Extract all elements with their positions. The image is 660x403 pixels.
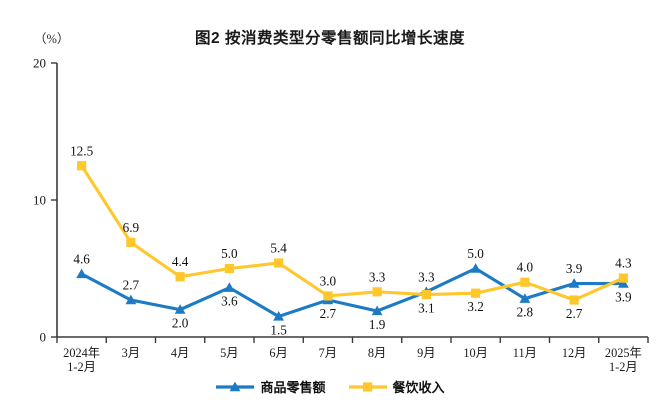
- data-point-label: 3.1: [418, 301, 434, 316]
- data-point-marker: [371, 305, 383, 316]
- data-point-marker: [569, 295, 579, 305]
- data-point-label: 2.7: [566, 306, 583, 321]
- data-point-marker: [126, 237, 136, 248]
- y-axis-unit-label: （%）: [34, 32, 70, 46]
- data-point-label: 12.5: [70, 143, 93, 158]
- data-point-label: 4.3: [615, 256, 632, 271]
- legend-item-1[interactable]: 商品零售额: [215, 377, 326, 396]
- data-point-marker: [520, 277, 530, 287]
- x-category-label: 7月: [319, 346, 337, 360]
- y-tick-label: 10: [33, 193, 46, 208]
- data-point-marker: [421, 289, 431, 300]
- data-point-marker: [568, 278, 580, 288]
- x-category-label: 2024年 1-2月: [63, 346, 100, 374]
- x-category-label: 10月: [463, 346, 488, 360]
- data-point-marker: [175, 272, 185, 282]
- data-point-label: 2.0: [172, 316, 189, 331]
- data-point-marker: [274, 258, 284, 268]
- data-point-marker: [372, 287, 382, 297]
- chart-title: 图2 按消费类型分零售额同比增长速度: [195, 30, 465, 47]
- data-point-label: 2.8: [517, 305, 534, 320]
- data-point-marker: [470, 263, 482, 273]
- square-marker-icon: [348, 381, 387, 392]
- data-point-label: 3.9: [566, 261, 583, 276]
- data-point-marker: [519, 293, 531, 303]
- x-category-label: 2025年 1-2月: [605, 346, 642, 374]
- data-point-label: 1.5: [270, 322, 287, 337]
- data-point-label: 3.3: [369, 269, 386, 284]
- legend-item-2[interactable]: 餐饮收入: [348, 377, 445, 396]
- x-axis-ticks: [56, 337, 649, 343]
- data-point-label: 5.0: [467, 246, 484, 261]
- x-axis-category-labels: 2024年 1-2月 3月 4月 5月 6月 7月 8月 9月 10月 11月 12月 2025年 1-2…: [63, 346, 642, 374]
- data-point-marker: [273, 311, 285, 321]
- x-category-label: 5月: [220, 346, 238, 360]
- chart-data-labels: 4.6 2.7 2.0 3.6 1.5 2.7 1.9 3.3 5.0 2.8 3.9 3.9 12.5…: [70, 143, 632, 337]
- x-category-label: 12月: [562, 346, 587, 360]
- legend-label: 商品零售额: [260, 380, 326, 395]
- data-point-label: 3.3: [418, 269, 435, 284]
- data-point-marker: [224, 263, 234, 274]
- data-point-marker: [323, 291, 333, 301]
- y-tick-label: 0: [40, 330, 47, 345]
- x-category-label: 6月: [269, 346, 287, 360]
- legend-label: 餐饮收入: [392, 380, 445, 395]
- chart-legend: 商品零售额 餐饮收入: [0, 377, 660, 396]
- triangle-marker-icon: [216, 381, 255, 391]
- data-point-marker: [174, 304, 186, 314]
- data-point-marker: [77, 161, 87, 171]
- data-point-marker: [223, 282, 235, 292]
- data-point-label: 4.4: [172, 254, 189, 269]
- data-point-marker: [618, 273, 628, 283]
- x-category-label: 3月: [122, 346, 140, 360]
- y-axis-ticks: 0 10 20: [33, 56, 57, 345]
- data-point-label: 5.4: [270, 241, 287, 256]
- x-category-label: 9月: [417, 346, 435, 360]
- data-point-label: 1.9: [369, 317, 386, 332]
- data-point-label: 6.9: [123, 220, 140, 235]
- y-tick-label: 20: [33, 56, 46, 71]
- data-point-label: 3.2: [467, 299, 483, 314]
- data-point-label: 5.0: [221, 246, 238, 261]
- data-point-label: 4.6: [73, 251, 90, 266]
- data-point-label: 2.7: [320, 306, 337, 321]
- x-category-label: 11月: [513, 346, 537, 360]
- data-point-marker: [617, 278, 629, 288]
- data-point-label: 3.0: [320, 273, 337, 288]
- data-point-label: 3.6: [221, 294, 238, 309]
- chart-series-group: [76, 161, 629, 321]
- data-point-label: 3.9: [615, 290, 632, 305]
- data-point-label: 2.7: [123, 278, 140, 293]
- data-point-marker: [125, 294, 137, 305]
- series-line-2: [80, 164, 625, 302]
- data-point-marker: [471, 288, 481, 298]
- x-category-label: 8月: [368, 346, 386, 360]
- x-category-label: 4月: [171, 346, 189, 360]
- data-point-label: 4.0: [517, 260, 534, 275]
- series-line-1: [80, 266, 624, 319]
- data-point-marker: [76, 268, 88, 279]
